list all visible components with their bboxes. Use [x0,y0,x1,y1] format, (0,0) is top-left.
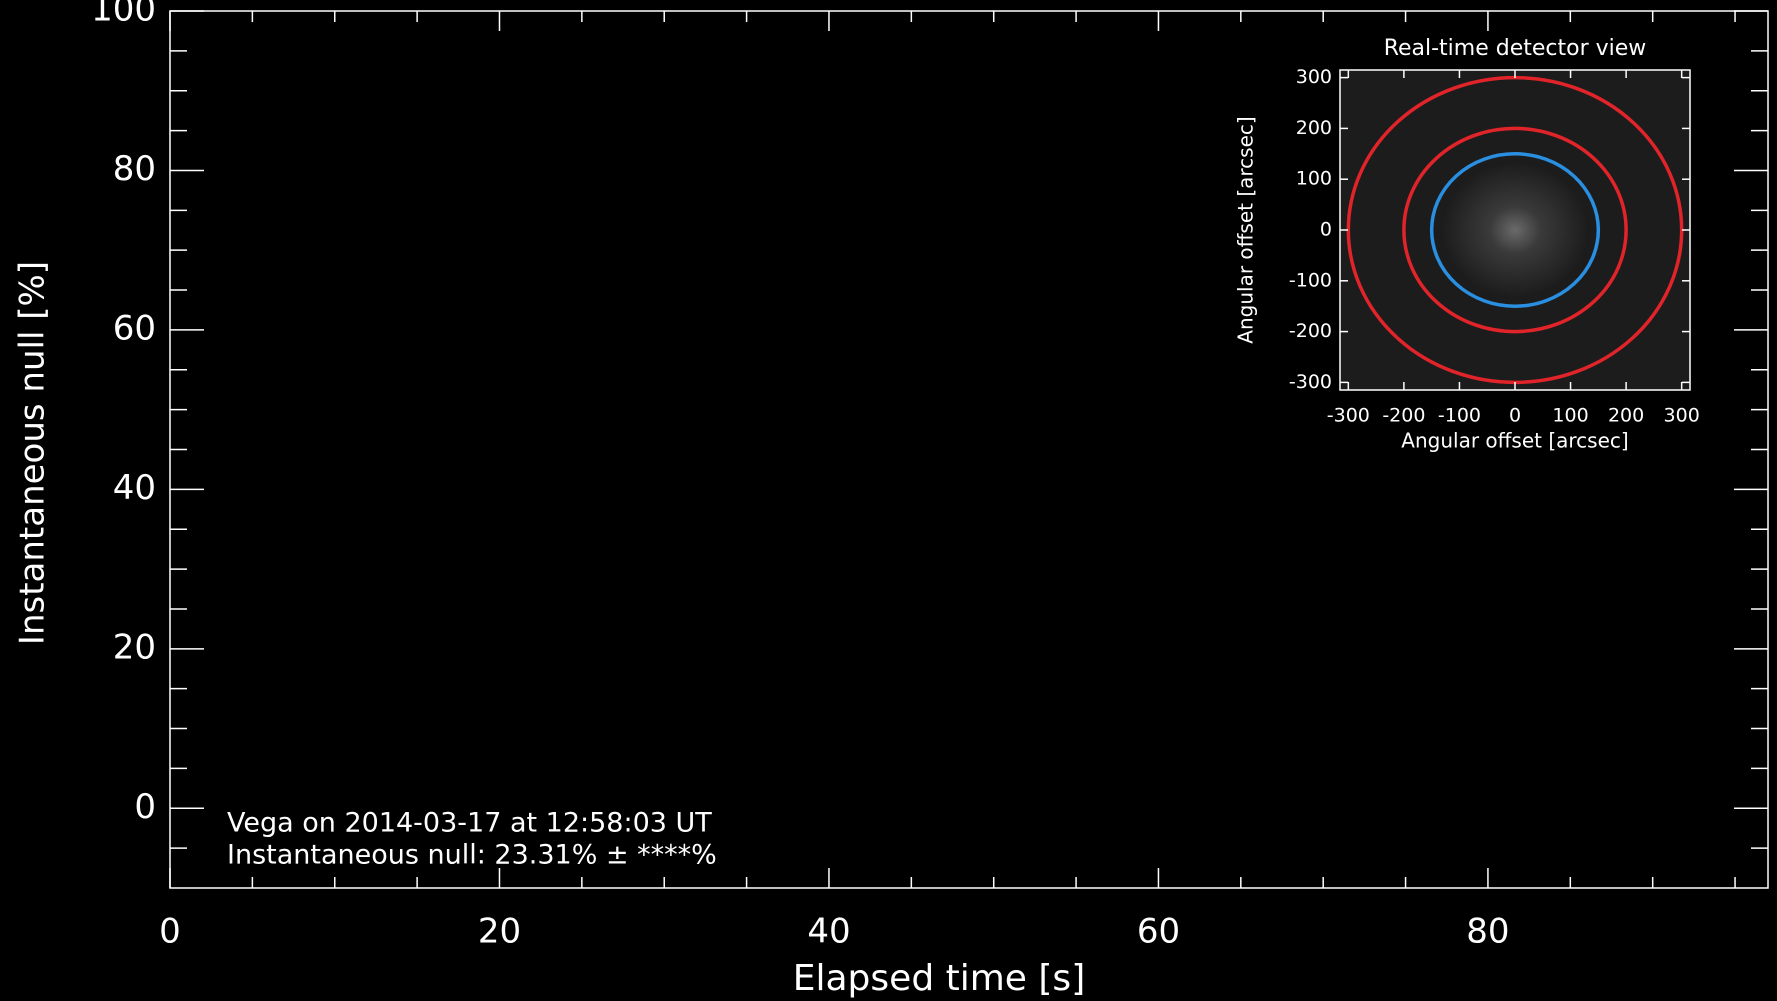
y-tick-label: 100 [91,0,156,30]
inset-y-tick-label: 0 [1320,219,1332,241]
x-tick-label: 60 [1137,912,1180,952]
inset-y-tick-label: -300 [1289,371,1332,393]
inset-y-tick-label: -200 [1289,320,1332,342]
inset-y-tick-label: 200 [1296,117,1332,139]
y-tick-label: 80 [113,149,156,189]
y-tick-label: 20 [113,627,156,667]
inset-x-tick-label: 0 [1509,405,1521,427]
x-tick-label: 80 [1466,912,1509,952]
inset-title: Real-time detector view [1384,36,1647,61]
inset-x-tick-label: -100 [1438,405,1481,427]
chart: 0 20 40 60 80 0 20 40 60 80 100 Elapsed time [s] Ins… [0,0,1777,1001]
annotation: Vega on 2014-03-17 at 12:58:03 UT [227,808,712,839]
x-axis-title: Elapsed time [s] [793,958,1085,999]
y-axis-title: Instantaneous null [%] [13,261,53,645]
inset-y-tick-label: 100 [1296,168,1332,190]
source-glow [1442,163,1589,297]
y-tick-label: 0 [134,787,156,827]
inset-x-axis-title: Angular offset [arcsec] [1401,429,1628,453]
y-tick-label: 40 [113,468,156,508]
y-tick-label: 60 [113,308,156,348]
inset-y-tick-label: -100 [1289,269,1332,291]
inset-x-tick-label: 300 [1664,405,1700,427]
inset-y-tick-label: 300 [1296,66,1332,88]
inset-x-tick-label: -200 [1382,405,1425,427]
inset-x-tick-label: -300 [1327,405,1370,427]
inset-x-tick-label: 100 [1552,405,1588,427]
inset-y-axis-title: Angular offset [arcsec] [1234,116,1258,343]
annotation: Instantaneous null: 23.31% ± ****% [227,840,717,871]
inset-x-tick-label: 200 [1608,405,1644,427]
x-tick-label: 40 [807,912,850,952]
x-tick-label: 0 [159,912,181,952]
x-tick-label: 20 [478,912,521,952]
